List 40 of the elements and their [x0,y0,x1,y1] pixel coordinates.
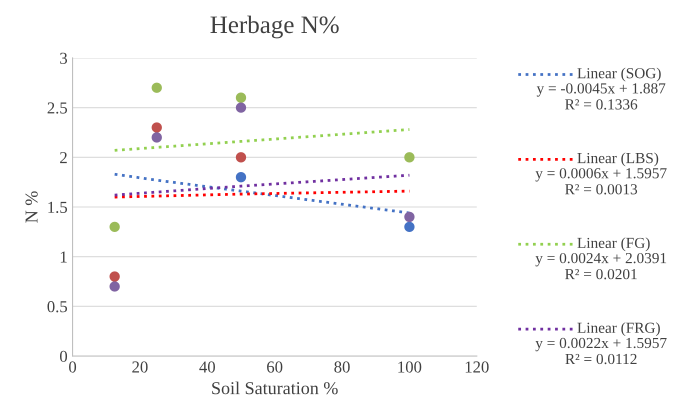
point [236,172,246,182]
point [236,92,246,103]
x-tick-label: 20 [132,361,148,373]
line-series [113,174,411,196]
y-tick-label: 3 [60,52,68,64]
point [236,152,246,162]
y-tick-label: 1 [60,251,67,262]
y-tick-label: 0.5 [47,301,68,312]
legend-label: Linear (FRG) [577,322,660,336]
y-axis-title: N % [25,191,38,223]
point [152,132,162,143]
point [110,222,120,232]
legend-label: Linear (FG) [577,237,650,252]
x-tick-label: 60 [267,361,282,373]
chart-title: Herbage N% [210,16,339,38]
line-series [113,128,411,152]
text: y = -0.0045x + 1.887 R² = 0.1336 [536,83,666,110]
legend-label: Linear (LBS) [577,152,658,166]
point [152,82,162,93]
x-axis-title: Soil Saturation % [212,382,338,394]
point [404,222,415,232]
point [110,281,120,292]
text: y = 0.0006x + 1.5957 R² = 0.0013 [535,168,667,194]
text: y = 0.0022x + 1.5957 R² = 0.0112 [535,338,667,364]
point [404,212,415,222]
y-tick-label: 1.5 [48,202,68,214]
point [152,122,162,133]
x-tick-label: 0 [69,361,76,373]
x-tick-label: 40 [199,361,215,373]
y-tick-label: 2.5 [48,102,68,114]
x-tick-label: 80 [334,361,350,373]
y-tick-label: 0 [60,350,68,362]
point [236,102,246,113]
text: y = 0.0024x + 2.0391 R² = 0.0201 [535,252,666,280]
point [404,152,415,162]
legend-label: Linear (SOG) [577,68,661,82]
y-tick-label: 2 [60,152,67,164]
x-tick-label: 100 [398,361,422,373]
point [110,271,120,282]
x-tick-label: 120 [466,361,489,373]
